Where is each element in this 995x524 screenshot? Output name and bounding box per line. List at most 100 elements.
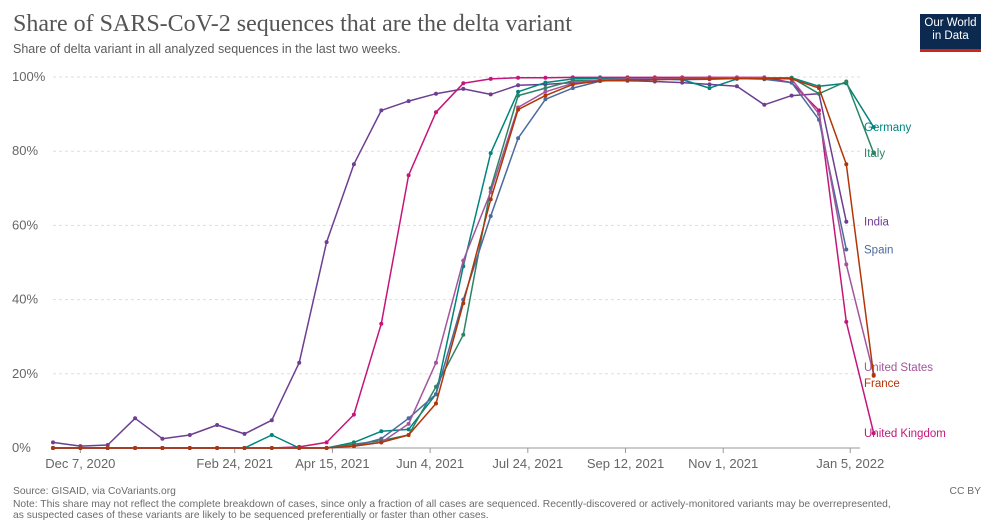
data-point-india	[187, 433, 192, 437]
data-point-india	[160, 436, 165, 441]
data-point-spain	[488, 214, 493, 219]
data-point-united-kingdom	[844, 319, 849, 324]
data-point-spain	[789, 80, 794, 85]
data-point-united-states	[844, 262, 849, 267]
data-point-france	[78, 446, 83, 450]
y-tick-label: 80%	[12, 143, 38, 158]
data-point-france	[105, 446, 110, 450]
data-point-france	[516, 107, 521, 112]
y-tick-label: 40%	[12, 292, 38, 307]
x-axis: Dec 7, 2020 Feb 24, 2021 Apr 15, 2021 Jun 4…	[45, 448, 884, 471]
data-point-france	[871, 373, 876, 378]
series-line-spain[interactable]	[53, 77, 848, 449]
series-label-spain[interactable]: Spain	[864, 245, 893, 257]
data-point-india	[844, 219, 849, 224]
data-point-france	[187, 446, 192, 450]
data-point-spain	[406, 416, 411, 421]
data-point-united-kingdom	[516, 75, 521, 80]
data-point-united-kingdom	[406, 173, 411, 178]
series-label-united-states[interactable]: United States	[864, 362, 933, 374]
data-point-france	[160, 446, 165, 450]
data-point-spain	[570, 86, 575, 91]
data-point-germany	[488, 151, 493, 156]
series-line-india[interactable]	[52, 79, 848, 447]
data-point-united-kingdom	[324, 440, 329, 445]
data-point-india	[406, 99, 411, 104]
x-tick-label: Apr 15, 2021	[295, 456, 369, 471]
data-point-india	[324, 240, 329, 245]
data-point-india	[434, 91, 438, 96]
x-tick-label: Nov 1, 2021	[688, 456, 758, 471]
series-label-india[interactable]: India	[864, 217, 890, 229]
data-point-france	[269, 446, 274, 450]
chart-subtitle: Share of delta variant in all analyzed s…	[13, 42, 401, 56]
data-point-france	[789, 76, 794, 81]
y-axis: 0% 20% 40% 60% 80% 100%	[12, 69, 46, 455]
x-tick-label: Jul 24, 2021	[492, 456, 563, 471]
data-point-germany	[871, 125, 876, 130]
data-point-united-kingdom	[488, 76, 493, 81]
data-point-germany	[269, 433, 274, 437]
data-point-united-kingdom	[871, 431, 876, 436]
series-label-france[interactable]: France	[864, 378, 900, 390]
data-point-spain	[434, 392, 438, 397]
data-point-france	[242, 446, 247, 450]
data-point-united-states	[461, 258, 466, 263]
data-point-france	[625, 78, 630, 82]
data-point-italy	[516, 93, 521, 98]
data-point-united-kingdom	[351, 412, 356, 417]
data-point-india	[351, 162, 356, 167]
data-point-united-kingdom	[434, 110, 438, 115]
data-point-france	[351, 444, 356, 449]
x-tick-label: Jun 4, 2021	[396, 456, 464, 471]
data-point-india	[461, 86, 466, 91]
data-point-france	[297, 446, 302, 450]
y-tick-label: 20%	[12, 366, 38, 381]
data-point-germany	[406, 427, 411, 432]
data-point-united-states	[543, 89, 548, 94]
data-point-india	[269, 418, 274, 423]
source-text: Source: GISAID, via CoVariants.org	[13, 486, 176, 497]
y-tick-label: 100%	[12, 69, 46, 84]
data-point-france	[215, 446, 220, 450]
data-point-india	[297, 360, 302, 365]
data-point-italy	[844, 79, 849, 84]
y-tick-label: 60%	[12, 217, 38, 232]
data-point-france	[817, 86, 821, 91]
x-tick-label: Sep 12, 2021	[587, 456, 664, 471]
x-tick-label: Feb 24, 2021	[196, 456, 273, 471]
data-point-france	[762, 76, 767, 81]
logo-line-2: in Data	[932, 30, 969, 42]
series-end-labels: Germany Italy India Spain United States Franc…	[864, 122, 946, 440]
data-point-united-kingdom	[379, 321, 384, 326]
data-point-france	[707, 76, 712, 81]
series-line-united-states[interactable]	[53, 76, 875, 449]
data-point-united-states	[434, 360, 438, 365]
series-label-italy[interactable]: Italy	[864, 148, 885, 160]
x-tick-label: Jan 5, 2022	[816, 456, 884, 471]
chart-title: Share of SARS-CoV-2 sequences that are t…	[13, 11, 572, 37]
license-link[interactable]: CC BY	[949, 486, 981, 497]
owid-logo[interactable]: Our World in Data	[920, 14, 981, 52]
series-label-united-kingdom[interactable]: United Kingdom	[864, 428, 946, 440]
data-point-france	[324, 446, 329, 450]
data-point-india	[133, 416, 138, 421]
data-point-france	[680, 77, 685, 82]
data-point-united-states	[406, 421, 411, 426]
data-point-italy	[434, 384, 438, 389]
data-point-spain	[516, 136, 521, 141]
series-label-germany[interactable]: Germany	[864, 122, 912, 134]
data-point-united-states	[817, 112, 821, 117]
data-point-india	[51, 440, 55, 445]
data-point-france	[652, 77, 657, 82]
data-point-india	[707, 82, 712, 87]
data-point-united-states	[488, 190, 493, 194]
data-point-france	[734, 76, 739, 81]
y-tick-label: 0%	[12, 440, 31, 455]
data-point-france	[379, 440, 384, 445]
data-point-germany	[543, 80, 548, 85]
data-point-italy	[871, 151, 876, 156]
data-point-india	[242, 431, 247, 436]
data-point-france	[488, 197, 493, 202]
data-point-united-kingdom	[461, 81, 466, 86]
